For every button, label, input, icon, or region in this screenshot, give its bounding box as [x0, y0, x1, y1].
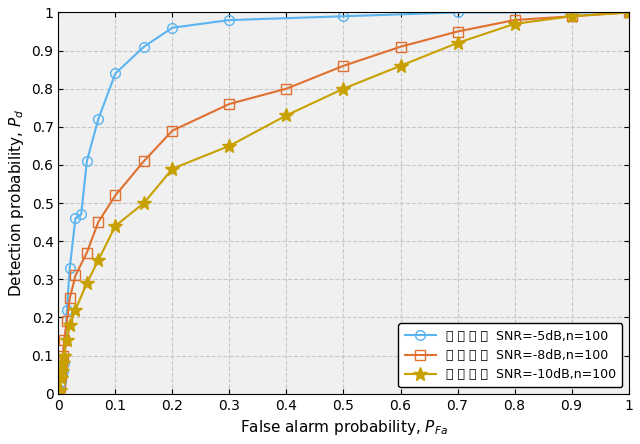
- 图 图 图 图  SNR=-5dB,n=100: [66, 265, 74, 270]
- 图 图 图 图  SNR=-10dB,n=100: [83, 281, 91, 286]
- 图 图 图 图  SNR=-5dB,n=100: [59, 368, 67, 373]
- 图 图 图 图  SNR=-10dB,n=100: [72, 307, 79, 313]
- X-axis label: False alarm probability, $P_{Fa}$: False alarm probability, $P_{Fa}$: [239, 418, 447, 437]
- 图 图 图 图  SNR=-10dB,n=100: [54, 391, 62, 396]
- 图 图 图 图  SNR=-5dB,n=100: [57, 380, 65, 385]
- Y-axis label: Detection probability, $P_d$: Detection probability, $P_d$: [7, 109, 26, 297]
- 图 图 图 图  SNR=-10dB,n=100: [625, 10, 632, 15]
- 图 图 图 图  SNR=-10dB,n=100: [60, 353, 68, 358]
- 图 图 图 图  SNR=-8dB,n=100: [397, 44, 404, 49]
- 图 图 图 图  SNR=-5dB,n=100: [63, 307, 71, 313]
- 图 图 图 图  SNR=-8dB,n=100: [83, 250, 91, 255]
- 图 图 图 图  SNR=-10dB,n=100: [340, 86, 348, 91]
- 图 图 图 图  SNR=-8dB,n=100: [454, 29, 461, 34]
- 图 图 图 图  SNR=-10dB,n=100: [95, 258, 102, 263]
- 图 图 图 图  SNR=-10dB,n=100: [454, 40, 461, 46]
- 图 图 图 图  SNR=-5dB,n=100: [140, 44, 148, 49]
- 图 图 图 图  SNR=-8dB,n=100: [58, 361, 66, 366]
- 图 图 图 图  SNR=-8dB,n=100: [56, 383, 63, 388]
- 图 图 图 图  SNR=-10dB,n=100: [283, 113, 291, 118]
- 图 图 图 图  SNR=-10dB,n=100: [56, 387, 63, 392]
- 图 图 图 图  SNR=-5dB,n=100: [225, 17, 233, 23]
- Legend: 图 图 图 图  SNR=-5dB,n=100, 图 图 图 图  SNR=-8dB,n=100, 图 图 图 图  SNR=-10dB,n=100: 图 图 图 图 SNR=-5dB,n=100, 图 图 图 图 SNR=-8dB…: [399, 323, 622, 387]
- 图 图 图 图  SNR=-5dB,n=100: [111, 71, 119, 76]
- 图 图 图 图  SNR=-10dB,n=100: [63, 337, 71, 343]
- 图 图 图 图  SNR=-10dB,n=100: [58, 368, 66, 373]
- 图 图 图 图  SNR=-10dB,n=100: [168, 166, 176, 171]
- 图 图 图 图  SNR=-5dB,n=100: [568, 10, 575, 15]
- 图 图 图 图  SNR=-10dB,n=100: [397, 63, 404, 68]
- 图 图 图 图  SNR=-10dB,n=100: [225, 143, 233, 149]
- 图 图 图 图  SNR=-8dB,n=100: [225, 101, 233, 107]
- 图 图 图 图  SNR=-5dB,n=100: [168, 25, 176, 30]
- 图 图 图 图  SNR=-10dB,n=100: [568, 14, 575, 19]
- 图 图 图 图  SNR=-10dB,n=100: [57, 376, 65, 381]
- 图 图 图 图  SNR=-10dB,n=100: [66, 322, 74, 328]
- 图 图 图 图  SNR=-8dB,n=100: [283, 86, 291, 91]
- 图 图 图 图  SNR=-10dB,n=100: [59, 361, 67, 366]
- 图 图 图 图  SNR=-8dB,n=100: [340, 63, 348, 68]
- 图 图 图 图  SNR=-5dB,n=100: [340, 14, 348, 19]
- 图 图 图 图  SNR=-8dB,n=100: [59, 353, 67, 358]
- Line: 图 图 图 图  SNR=-10dB,n=100: 图 图 图 图 SNR=-10dB,n=100: [51, 5, 636, 400]
- 图 图 图 图  SNR=-10dB,n=100: [111, 223, 119, 229]
- 图 图 图 图  SNR=-10dB,n=100: [511, 21, 518, 27]
- 图 图 图 图  SNR=-8dB,n=100: [568, 14, 575, 19]
- 图 图 图 图  SNR=-8dB,n=100: [60, 337, 68, 343]
- 图 图 图 图  SNR=-8dB,n=100: [625, 10, 632, 15]
- 图 图 图 图  SNR=-5dB,n=100: [83, 159, 91, 164]
- Line: 图 图 图 图  SNR=-5dB,n=100: 图 图 图 图 SNR=-5dB,n=100: [54, 8, 634, 399]
- 图 图 图 图  SNR=-8dB,n=100: [63, 318, 71, 324]
- Line: 图 图 图 图  SNR=-8dB,n=100: 图 图 图 图 SNR=-8dB,n=100: [54, 8, 634, 399]
- 图 图 图 图  SNR=-8dB,n=100: [72, 273, 79, 278]
- 图 图 图 图  SNR=-8dB,n=100: [57, 372, 65, 377]
- 图 图 图 图  SNR=-8dB,n=100: [140, 159, 148, 164]
- 图 图 图 图  SNR=-5dB,n=100: [72, 216, 79, 221]
- 图 图 图 图  SNR=-5dB,n=100: [454, 10, 461, 15]
- 图 图 图 图  SNR=-8dB,n=100: [511, 17, 518, 23]
- 图 图 图 图  SNR=-8dB,n=100: [111, 193, 119, 198]
- 图 图 图 图  SNR=-5dB,n=100: [77, 212, 85, 217]
- 图 图 图 图  SNR=-8dB,n=100: [54, 391, 62, 396]
- 图 图 图 图  SNR=-5dB,n=100: [95, 116, 102, 122]
- 图 图 图 图  SNR=-8dB,n=100: [168, 128, 176, 133]
- 图 图 图 图  SNR=-8dB,n=100: [95, 219, 102, 225]
- 图 图 图 图  SNR=-5dB,n=100: [56, 387, 63, 392]
- 图 图 图 图  SNR=-5dB,n=100: [625, 10, 632, 15]
- 图 图 图 图  SNR=-8dB,n=100: [66, 296, 74, 301]
- 图 图 图 图  SNR=-5dB,n=100: [54, 391, 62, 396]
- 图 图 图 图  SNR=-5dB,n=100: [60, 361, 68, 366]
- 图 图 图 图  SNR=-10dB,n=100: [140, 200, 148, 206]
- 图 图 图 图  SNR=-5dB,n=100: [58, 372, 66, 377]
